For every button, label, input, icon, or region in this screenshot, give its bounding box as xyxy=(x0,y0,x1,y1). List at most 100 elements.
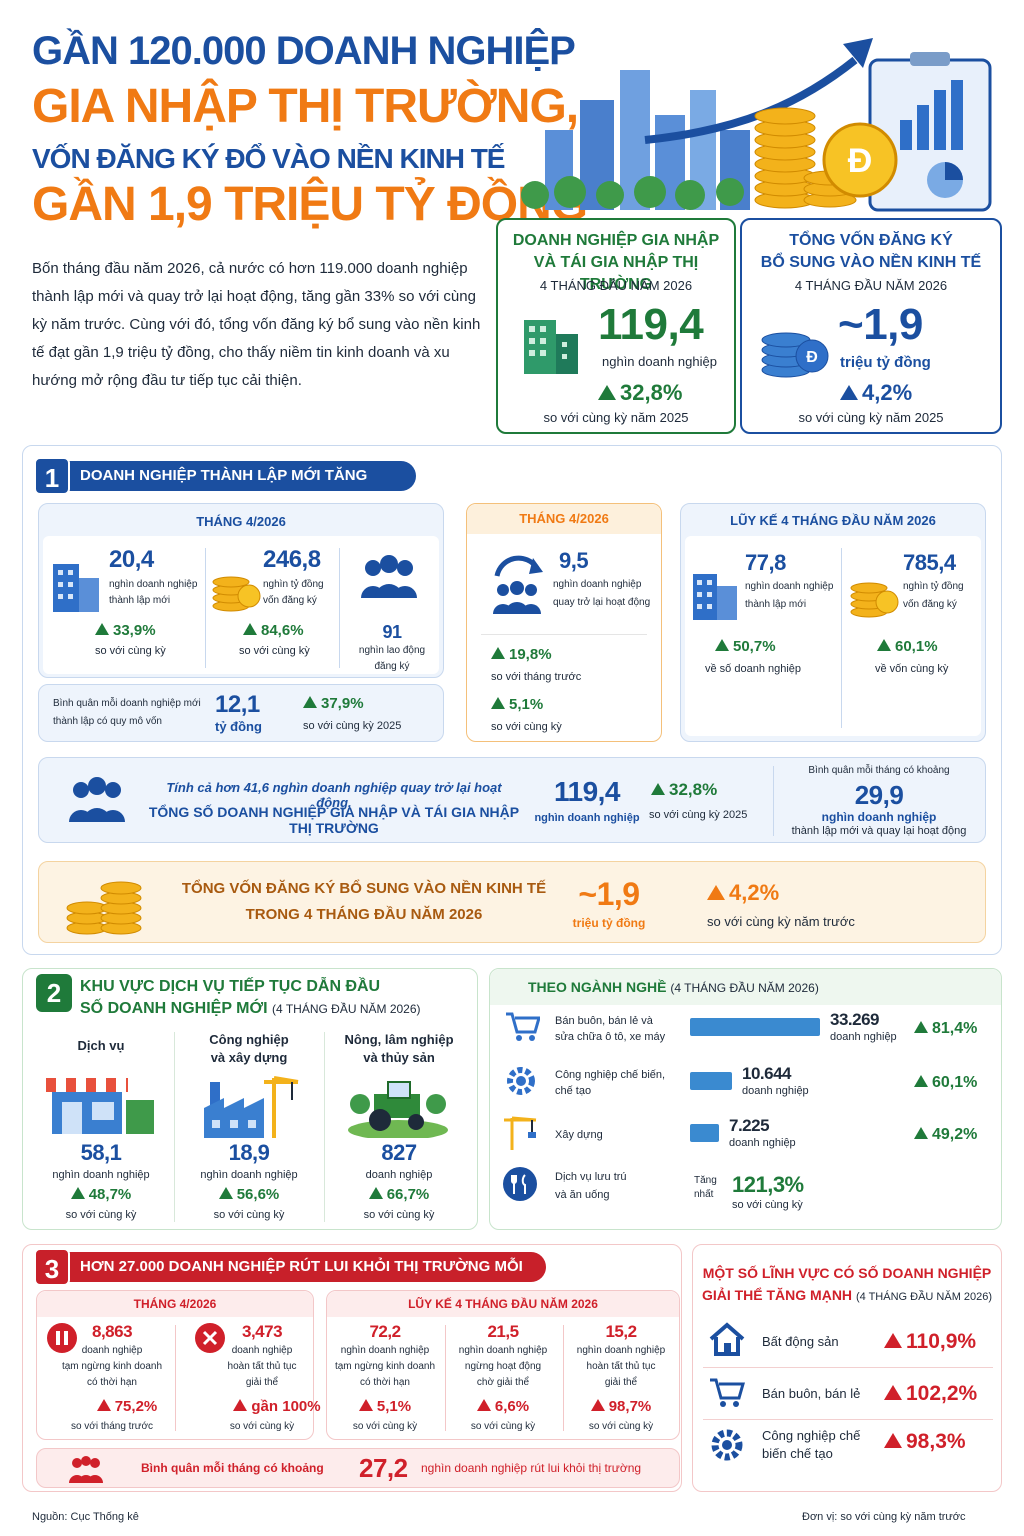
s1-cumulative-box: LŨY KẾ 4 THÁNG ĐẦU NĂM 2026 77,8 nghìn d… xyxy=(680,503,986,742)
s1-return-box: THÁNG 4/2026 9,5 nghìn doanh nghiệp quay… xyxy=(466,503,662,742)
people-group-icon xyxy=(69,1456,103,1483)
s2-col3-name1: Nông, lâm nghiệp xyxy=(344,1032,454,1047)
s1c-c2: 60,1% xyxy=(877,638,938,655)
sector-last-label1: Dịch vụ lưu trú xyxy=(555,1171,627,1183)
s3a-item-cmp: so với cùng kỳ xyxy=(229,1421,295,1432)
dissolve-row-label1: Công nghiệp chế xyxy=(762,1428,861,1443)
s2-col2-value: 18,9 xyxy=(228,1140,270,1165)
s1b-c2: 5,1% xyxy=(491,696,543,713)
footer-source: Nguồn: Cục Thống kê xyxy=(32,1511,139,1523)
s3a-item-change: 75,2% xyxy=(72,1398,182,1415)
gear-icon xyxy=(711,1429,743,1461)
s2-col3-unit: doanh nghiệp xyxy=(365,1169,433,1181)
up-arrow-icon xyxy=(590,1399,605,1411)
s1b-u1: nghìn doanh nghiệp xyxy=(553,579,642,590)
up-arrow-icon xyxy=(884,1333,902,1348)
kpi1-compare: so với cùng kỳ năm 2025 xyxy=(543,410,689,425)
s1d-line2: TỔNG SỐ DOANH NGHIỆP GIA NHẬP VÀ TÁI GIA… xyxy=(148,804,520,836)
up-arrow-icon xyxy=(368,1187,383,1199)
factory-crane-icon xyxy=(204,1076,299,1138)
headline-line4: GẦN 1,9 TRIỆU TỶ ĐỒNG xyxy=(32,178,588,231)
sector-last-tag2: nhất xyxy=(694,1189,714,1200)
s1d-avgpost: thành lập mới và quay lại hoạt động xyxy=(791,825,967,837)
sector-breakdown: THEO NGÀNH NGHỀ (4 THÁNG ĐẦU NĂM 2026) xyxy=(489,968,1002,1230)
gold-coins-icon xyxy=(66,881,142,935)
s3b-item-l2: hoàn tất thủ tục xyxy=(586,1361,656,1372)
sector-row-unit: doanh nghiệp xyxy=(729,1137,796,1149)
s1a-u1a: nghìn doanh nghiệp xyxy=(109,579,198,590)
up-arrow-icon xyxy=(707,885,725,900)
sector-row-value: 33.269 xyxy=(830,1010,880,1029)
up-arrow-icon xyxy=(651,783,665,795)
s1d-avgv: 29,9 xyxy=(854,780,904,810)
s1a-avgv: 12,1 xyxy=(215,691,260,718)
s1d-unit: nghìn doanh nghiệp xyxy=(534,812,640,824)
s1d-avgpre: Bình quân mỗi tháng có khoảng xyxy=(808,765,950,776)
up-arrow-icon xyxy=(358,1399,373,1411)
s3b-title: LŨY KẾ 4 THÁNG ĐẦU NĂM 2026 xyxy=(327,1291,679,1317)
up-arrow-icon xyxy=(877,639,891,651)
s3b-item-value: 15,2 xyxy=(605,1322,637,1341)
footer-unit: Đơn vị: so với cùng kỳ năm trước xyxy=(802,1511,966,1523)
up-arrow-icon xyxy=(96,1399,111,1411)
kpi-card-enterprises: DOANH NGHIỆP GIA NHẬP VÀ TÁI GIA NHẬP TH… xyxy=(496,218,736,434)
s3-avg-pre: Bình quân mỗi tháng có khoảng xyxy=(141,1461,324,1475)
s1b-u2: quay trở lại hoạt động xyxy=(553,597,651,608)
kpi1-title2: VÀ TÁI GIA NHẬP THỊ TRƯỜNG xyxy=(533,254,699,293)
s3a-item-l3: có thời hạn xyxy=(87,1377,137,1388)
s3b-item-value: 21,5 xyxy=(487,1322,519,1341)
city-finance-illustration: Đ xyxy=(521,38,992,212)
s1-total-entry-box: Tính cả hơn 41,6 nghìn doanh nghiệp quay… xyxy=(38,757,986,843)
up-arrow-icon xyxy=(491,647,505,659)
dissolve-row-change: 102,2% xyxy=(884,1382,977,1406)
dissolve-row-change: 110,9% xyxy=(884,1330,976,1354)
s2-col-service: Dịch vụ 58,1 nghìn doanh nghiệp 48,7% so… xyxy=(28,1030,174,1226)
s2-col3-cmp: so với cùng kỳ xyxy=(363,1209,435,1221)
sector-row-unit: doanh nghiệp xyxy=(830,1031,897,1043)
kpi2-value: ~1,9 xyxy=(838,300,923,349)
s2-col1-cmp: so với cùng kỳ xyxy=(65,1209,137,1221)
s1c-title: LŨY KẾ 4 THÁNG ĐẦU NĂM 2026 xyxy=(730,513,936,528)
s2-col2-unit: nghìn doanh nghiệp xyxy=(200,1169,298,1181)
s3-avg-post: nghìn doanh nghiệp rút lui khỏi thị trườ… xyxy=(421,1461,642,1475)
office-building-icon xyxy=(693,574,737,620)
dissolve-row-change: 98,3% xyxy=(884,1430,966,1454)
s3b-item-l1: nghìn doanh nghiệp xyxy=(458,1345,548,1356)
s3a-item-value: 3,473 xyxy=(242,1322,283,1341)
sector-row-label2: sửa chữa ô tô, xe máy xyxy=(555,1031,666,1043)
s1e-value: ~1,9 xyxy=(578,876,640,912)
sector-bar xyxy=(690,1018,820,1036)
s3b-item-change: 5,1% xyxy=(326,1398,444,1415)
s1e-line2: TRONG 4 THÁNG ĐẦU NĂM 2026 xyxy=(245,906,483,923)
s3a-item-l2: tạm ngừng kinh doanh xyxy=(61,1361,163,1372)
s2-col-industry: Công nghiệp và xây dựng 18,9 nghìn doanh… xyxy=(176,1030,322,1226)
s1c-u1b: thành lập mới xyxy=(745,599,807,610)
kpi1-unit: nghìn doanh nghiệp xyxy=(602,354,717,369)
s3b-item-l1: nghìn doanh nghiệp xyxy=(340,1345,430,1356)
up-arrow-icon xyxy=(884,1433,902,1448)
kpi-card-capital: TỔNG VỐN ĐĂNG KÝ BỔ SUNG VÀO NỀN KINH TẾ… xyxy=(740,218,1002,434)
dissolve-row-label1: Bán buôn, bán lẻ xyxy=(762,1386,861,1401)
s3b-item-value: 72,2 xyxy=(369,1322,401,1341)
s1a-v1: 20,4 xyxy=(109,546,154,573)
workforce-icon xyxy=(361,555,417,598)
s2-col3-name2: và thủy sản xyxy=(363,1050,435,1065)
s3b-item-cmp: so với cùng kỳ xyxy=(588,1421,654,1432)
s1c-c1: 50,7% xyxy=(715,638,776,655)
s1a-avgu: tỷ đồng xyxy=(215,719,262,734)
s2-col1-value: 58,1 xyxy=(80,1140,122,1165)
s1a-u2b: vốn đăng ký xyxy=(263,595,317,606)
up-arrow-icon xyxy=(218,1187,233,1199)
s1a-v2: 246,8 xyxy=(263,546,321,573)
coin-stack-icon: Đ xyxy=(761,332,829,378)
dissolve-row-label2: biến chế tạo xyxy=(762,1446,833,1461)
s2-col2-name2: và xây dựng xyxy=(210,1050,288,1065)
s3b-item-l2: ngừng hoạt động xyxy=(464,1361,542,1372)
house-icon xyxy=(709,1322,745,1356)
up-arrow-icon xyxy=(914,1021,928,1033)
s2-col2-name1: Công nghiệp xyxy=(209,1032,289,1047)
s1c-v1: 77,8 xyxy=(745,550,786,575)
shopping-cart-icon xyxy=(710,1378,745,1407)
s1c-u2a: nghìn tỷ đồng xyxy=(903,581,964,592)
s2-col3-change: 66,7% xyxy=(326,1186,472,1203)
